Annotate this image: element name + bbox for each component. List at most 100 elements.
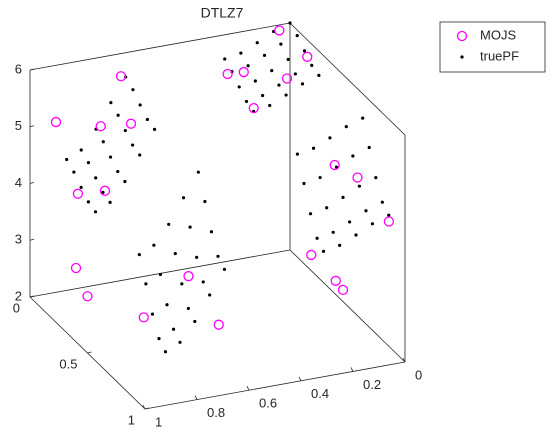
point	[374, 176, 378, 180]
point	[253, 79, 257, 83]
point	[311, 146, 316, 150]
point	[163, 350, 168, 354]
legend-label: truePF	[480, 48, 519, 63]
point	[109, 101, 113, 105]
point	[195, 255, 199, 259]
point	[223, 57, 227, 61]
point	[65, 157, 69, 162]
point	[284, 93, 288, 97]
point	[158, 272, 163, 277]
point	[101, 140, 105, 144]
z-tick-label: 6	[15, 61, 22, 76]
point	[337, 284, 349, 296]
z-tick-label: 4	[15, 175, 22, 190]
point	[347, 220, 352, 224]
point	[279, 42, 283, 46]
point	[317, 73, 321, 77]
point	[246, 64, 250, 68]
point	[318, 175, 322, 180]
axis-line	[144, 361, 406, 410]
point	[82, 291, 93, 302]
point	[72, 170, 76, 174]
point	[70, 262, 82, 274]
point	[308, 212, 313, 216]
legend: MOJS truePF	[439, 21, 546, 73]
point	[72, 188, 84, 199]
point	[95, 121, 106, 132]
point	[354, 233, 358, 237]
point	[302, 181, 306, 186]
x-tick	[246, 386, 250, 391]
point	[351, 154, 355, 158]
point	[338, 243, 342, 247]
z-tick	[29, 68, 35, 71]
point	[116, 113, 120, 117]
point	[352, 172, 363, 183]
x-tick-label: 0	[415, 367, 422, 382]
point	[152, 127, 157, 131]
point	[130, 143, 135, 147]
point	[321, 249, 326, 253]
point	[145, 117, 150, 122]
y-tick-label: 0	[13, 300, 20, 315]
point	[178, 340, 182, 344]
point	[315, 236, 319, 240]
point	[270, 69, 274, 73]
point	[50, 116, 62, 128]
x-tick-label: 1	[155, 414, 162, 429]
point	[288, 21, 292, 25]
z-tick-label: 5	[15, 118, 22, 133]
point	[157, 337, 161, 341]
point	[244, 99, 249, 104]
point	[260, 93, 265, 98]
point	[383, 216, 395, 227]
z-tick	[29, 182, 35, 184]
point	[239, 51, 243, 55]
point	[208, 293, 212, 297]
point	[193, 319, 197, 324]
plot-area	[50, 21, 395, 354]
point	[123, 179, 127, 184]
point	[268, 103, 272, 108]
point	[331, 230, 335, 234]
point	[123, 128, 127, 133]
axes-box: 2 3 4 5 6 0 0.5 1 0 0.2 0.4 0.6 0.8 1	[13, 22, 422, 429]
point	[248, 103, 259, 114]
point	[99, 185, 111, 196]
point	[180, 282, 184, 286]
point	[306, 249, 317, 261]
point	[108, 200, 112, 204]
point	[138, 312, 149, 323]
point	[380, 200, 384, 204]
point	[387, 213, 391, 217]
x-tick-label: 0.8	[207, 405, 225, 420]
point	[237, 85, 241, 89]
point	[302, 49, 307, 53]
axis-line	[29, 22, 291, 71]
point	[201, 280, 205, 284]
point	[115, 71, 127, 82]
point	[222, 267, 227, 271]
x-tick-label: 0.2	[363, 377, 381, 392]
point	[209, 230, 214, 234]
point	[173, 252, 177, 256]
point	[144, 282, 148, 286]
point	[116, 169, 120, 174]
point	[364, 209, 368, 213]
x-tick	[298, 376, 302, 381]
point	[79, 148, 83, 152]
point	[186, 306, 190, 311]
point	[86, 200, 90, 204]
point	[357, 184, 362, 188]
x-tick-label: 0.4	[311, 386, 329, 401]
axis-line	[289, 22, 406, 136]
point	[137, 252, 141, 257]
x-tick	[142, 404, 146, 410]
point	[328, 136, 332, 140]
legend-marker	[460, 55, 464, 59]
y-tick	[87, 351, 92, 354]
point	[216, 254, 220, 258]
point	[165, 303, 169, 307]
point	[300, 82, 305, 86]
